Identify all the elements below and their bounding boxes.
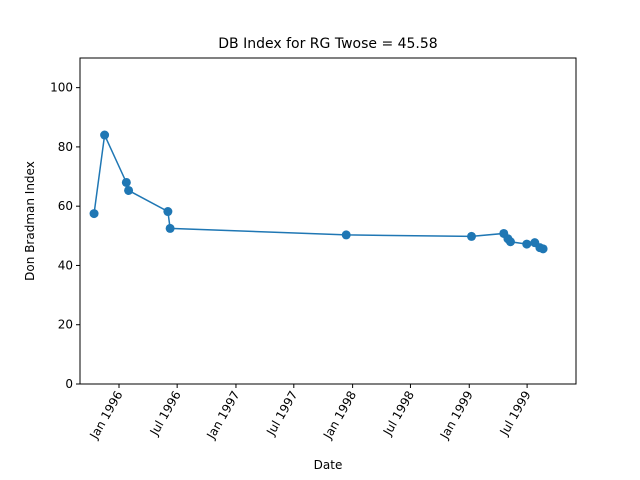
- x-axis: Jan 1996 Jul 1996 Jan 1997 Jul 1997 Jan 1998…: [87, 384, 534, 442]
- data-point: [124, 185, 134, 195]
- data-point: [163, 207, 173, 217]
- data-point: [100, 130, 110, 140]
- data-point: [466, 231, 476, 241]
- x-tick-label: Jan 1996: [87, 389, 126, 443]
- chart-title: DB Index for RG Twose = 45.58: [218, 36, 437, 52]
- y-tick-label: 20: [58, 318, 73, 332]
- x-tick-label: Jul 1996: [147, 389, 184, 439]
- y-axis: 0 20 40 60 80 100: [50, 81, 80, 391]
- data-point: [522, 239, 532, 249]
- y-tick-label: 40: [58, 258, 73, 272]
- y-tick-label: 0: [65, 377, 73, 391]
- series-points: [89, 130, 548, 254]
- x-tick-label: Jan 1998: [320, 389, 359, 443]
- y-tick-label: 60: [58, 199, 73, 213]
- data-point: [165, 223, 175, 233]
- data-point: [121, 177, 131, 187]
- x-axis-title: Date: [314, 458, 343, 472]
- data-point: [505, 237, 515, 247]
- data-point: [341, 230, 351, 240]
- x-tick-label: Jul 1998: [380, 389, 417, 439]
- x-tick-label: Jul 1999: [497, 389, 534, 439]
- data-point: [538, 244, 548, 254]
- x-tick-label: Jan 1997: [204, 389, 243, 443]
- y-tick-label: 100: [50, 81, 73, 95]
- x-tick-label: Jan 1999: [437, 388, 476, 442]
- plot-frame: [79, 57, 577, 385]
- data-point: [89, 209, 99, 219]
- x-tick-label: Jul 1997: [263, 389, 300, 439]
- series-line: [93, 132, 544, 250]
- y-tick-label: 80: [58, 140, 73, 154]
- y-axis-title: Don Bradman Index: [23, 161, 37, 281]
